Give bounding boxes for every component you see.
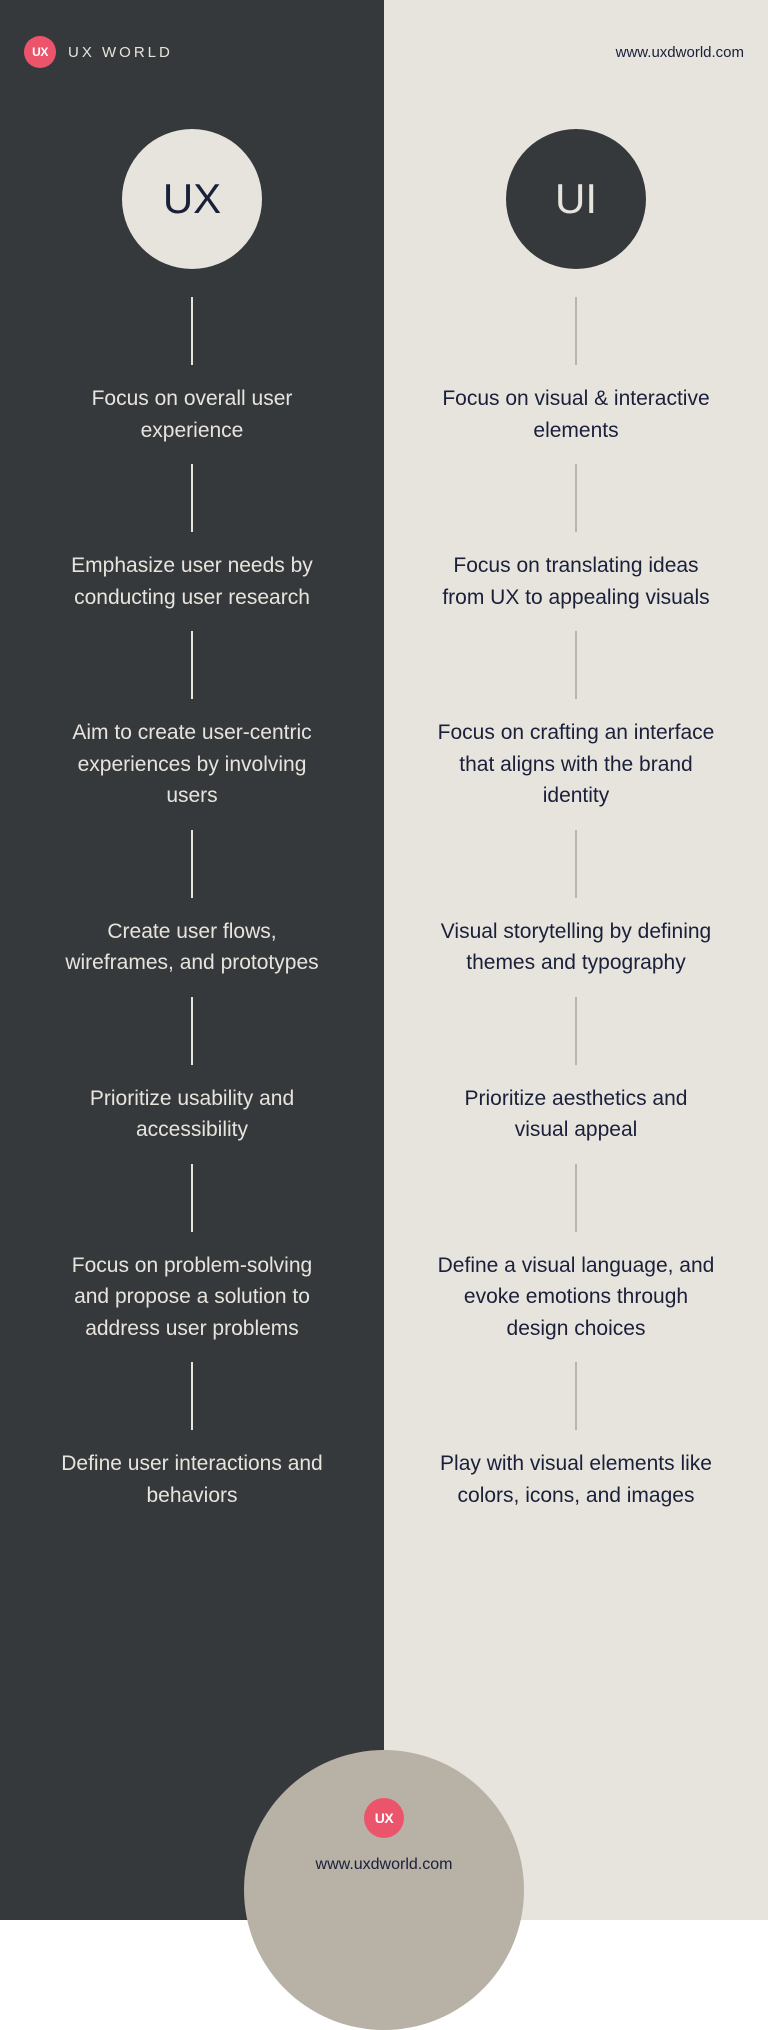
connector-line	[191, 1164, 193, 1232]
logo-badge-icon: UX	[24, 36, 56, 68]
ui-column: www.uxdworld.com UI Focus on visual & in…	[384, 0, 768, 1920]
infographic-container: UX UX WORLD UX Focus on overall user exp…	[0, 0, 768, 1920]
footer-circle: UX www.uxdworld.com	[244, 1750, 524, 2030]
connector-line	[191, 997, 193, 1065]
connector-line	[575, 297, 577, 365]
footer-url: www.uxdworld.com	[316, 1856, 453, 1874]
ux-point-2: Aim to create user-centric experiences b…	[52, 717, 332, 812]
header-right: www.uxdworld.com	[384, 30, 768, 74]
brand-name: UX WORLD	[68, 44, 173, 61]
ui-point-2: Focus on crafting an interface that alig…	[436, 717, 716, 812]
ui-point-1: Focus on translating ideas from UX to ap…	[436, 550, 716, 613]
connector-line	[191, 297, 193, 365]
connector-line	[575, 631, 577, 699]
ui-point-4: Prioritize aesthetics and visual appeal	[436, 1083, 716, 1146]
connector-line	[191, 631, 193, 699]
ux-point-5: Focus on problem-solving and propose a s…	[52, 1250, 332, 1345]
ui-point-3: Visual storytelling by defining themes a…	[436, 916, 716, 979]
ux-point-4: Prioritize usability and accessibility	[52, 1083, 332, 1146]
ui-heading-text: UI	[555, 175, 597, 223]
header-left: UX UX WORLD	[0, 30, 384, 74]
ui-point-5: Define a visual language, and evoke emot…	[436, 1250, 716, 1345]
ui-point-6: Play with visual elements like colors, i…	[436, 1448, 716, 1511]
footer-logo-badge-icon: UX	[364, 1798, 404, 1838]
ux-point-6: Define user interactions and behaviors	[52, 1448, 332, 1511]
connector-line	[191, 830, 193, 898]
connector-line	[575, 1164, 577, 1232]
connector-line	[191, 1362, 193, 1430]
connector-line	[575, 464, 577, 532]
header-url: www.uxdworld.com	[616, 44, 744, 61]
ux-column: UX UX WORLD UX Focus on overall user exp…	[0, 0, 384, 1920]
connector-line	[575, 1362, 577, 1430]
connector-line	[575, 997, 577, 1065]
ux-point-3: Create user flows, wireframes, and proto…	[52, 916, 332, 979]
ui-heading-circle: UI	[506, 129, 646, 269]
connector-line	[575, 830, 577, 898]
ux-heading-text: UX	[163, 175, 221, 223]
ui-point-0: Focus on visual & interactive elements	[436, 383, 716, 446]
connector-line	[191, 464, 193, 532]
ux-point-1: Emphasize user needs by conducting user …	[52, 550, 332, 613]
ux-point-0: Focus on overall user experience	[52, 383, 332, 446]
ux-heading-circle: UX	[122, 129, 262, 269]
